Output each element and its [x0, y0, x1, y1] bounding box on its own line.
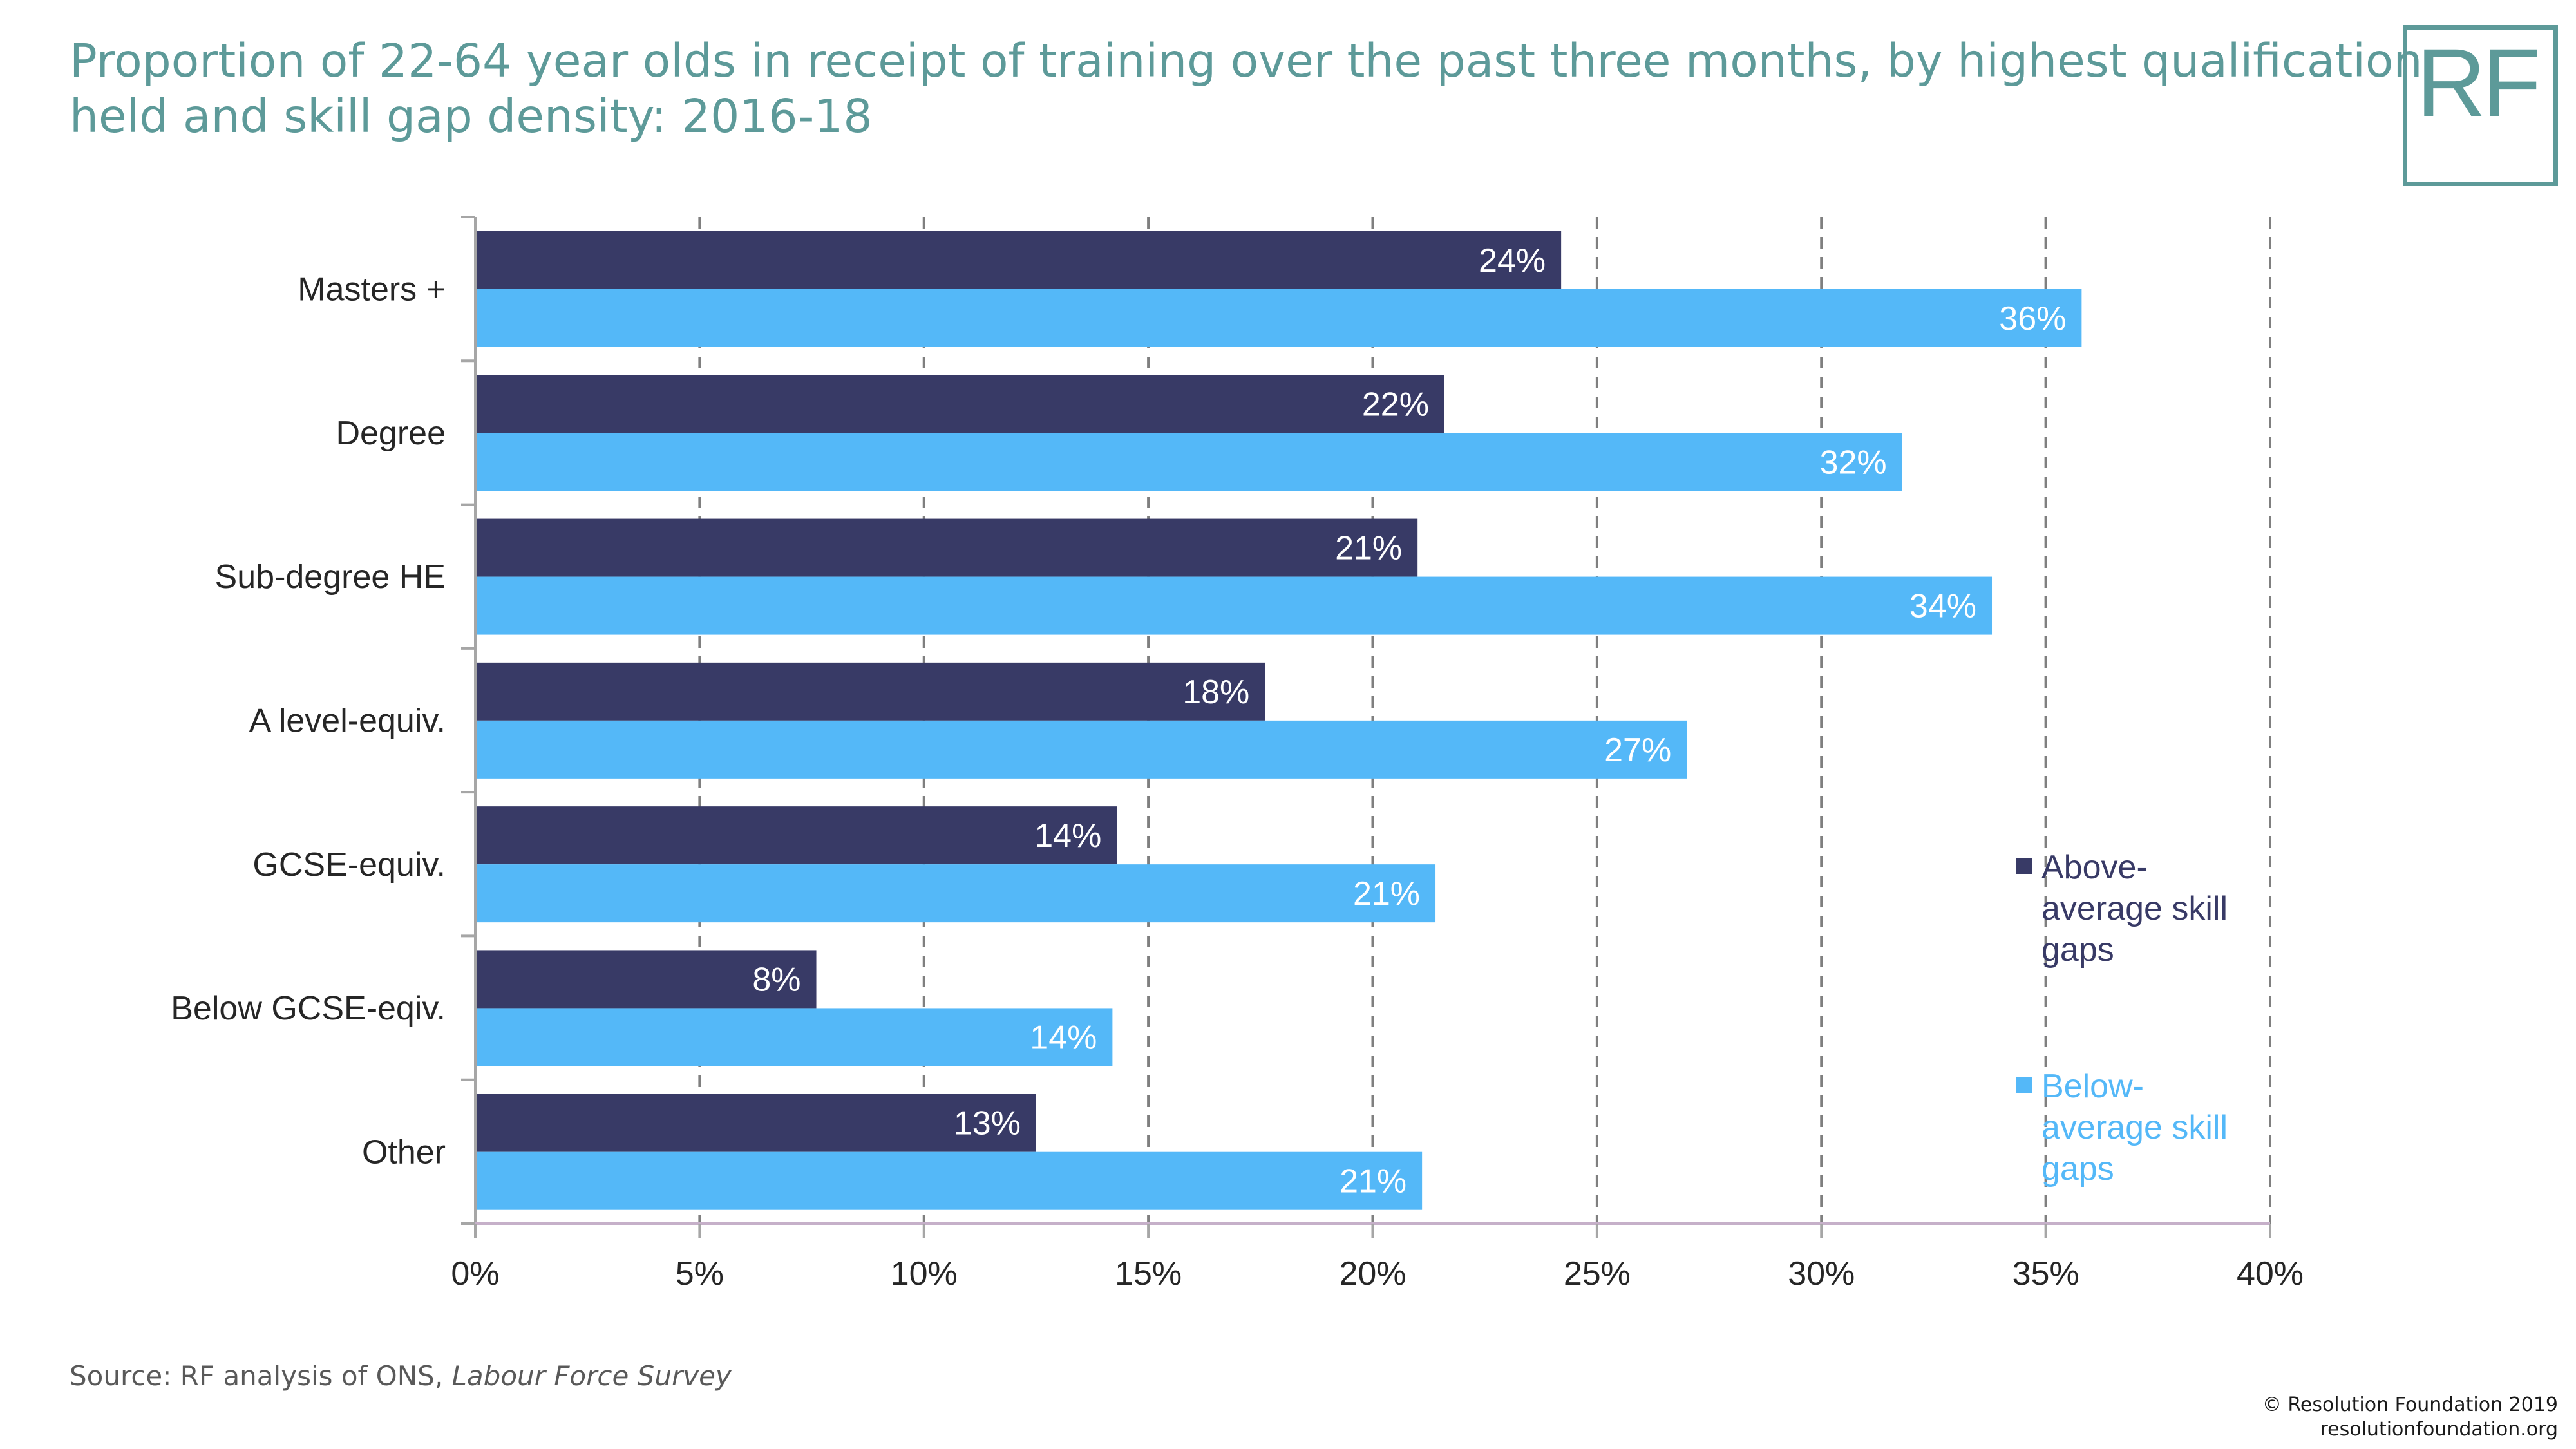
- legend-label-below-1: average skill: [2041, 1109, 2228, 1146]
- bar-below-3: [475, 720, 1687, 779]
- bar-above-1: [475, 375, 1444, 433]
- bar-below-0: [475, 289, 2082, 347]
- rf-logo: RF: [2403, 25, 2558, 186]
- data-label-above-6: 13%: [954, 1105, 1021, 1142]
- category-label-2: Sub-degree HE: [215, 558, 446, 596]
- bar-below-6: [475, 1151, 1423, 1210]
- axes: Masters + Degree Sub-degree HE A level-equi…: [171, 216, 2304, 1293]
- data-label-below-3: 27%: [1604, 732, 1671, 769]
- legend-label-above-1: average skill: [2041, 890, 2228, 927]
- copyright-line-2: resolutionfoundation.org: [2320, 1418, 2558, 1441]
- category-label-1: Degree: [336, 415, 446, 452]
- data-label-above-1: 22%: [1362, 386, 1429, 423]
- bars: 24% 36% 22% 32% 21% 34% 18% 27% 14% 21% 8% 14% 13% 21…: [475, 231, 2082, 1210]
- legend-swatch-below: [2016, 1077, 2032, 1093]
- data-label-below-0: 36%: [1999, 300, 2066, 337]
- source-note: Source: RF analysis of ONS, Labour Force…: [70, 1360, 732, 1392]
- chart-title: Proportion of 22-64 year olds in receipt…: [70, 33, 2423, 144]
- category-label-0: Masters +: [298, 271, 446, 308]
- data-label-above-0: 24%: [1479, 242, 1546, 279]
- category-label-4: GCSE-equiv.: [252, 846, 446, 884]
- legend-swatch-above: [2016, 858, 2032, 874]
- data-label-below-5: 14%: [1030, 1019, 1097, 1056]
- data-label-above-3: 18%: [1182, 674, 1249, 711]
- category-label-6: Other: [362, 1133, 446, 1171]
- x-tick-label-15: 15%: [1115, 1255, 1182, 1293]
- x-tick-label-35: 35%: [2012, 1255, 2079, 1293]
- data-label-below-4: 21%: [1353, 875, 1420, 913]
- legend-label-above-0: Above-: [2041, 849, 2148, 886]
- category-label-3: A level-equiv.: [249, 703, 446, 740]
- data-label-above-2: 21%: [1335, 530, 1402, 567]
- legend-label-below-2: gaps: [2041, 1150, 2114, 1188]
- data-label-below-2: 34%: [1909, 588, 1976, 625]
- data-label-below-1: 32%: [1820, 444, 1887, 481]
- x-tick-label-20: 20%: [1339, 1255, 1406, 1293]
- legend-label-below-0: Below-: [2041, 1068, 2144, 1105]
- x-tick-label-10: 10%: [891, 1255, 958, 1293]
- x-tick-label-40: 40%: [2237, 1255, 2304, 1293]
- rf-logo-text: RF: [2416, 28, 2541, 137]
- data-label-below-6: 21%: [1340, 1163, 1406, 1200]
- bar-below-2: [475, 576, 1993, 635]
- data-label-above-4: 14%: [1034, 817, 1101, 855]
- source-italic: Labour Force Survey: [451, 1360, 732, 1392]
- bar-above-2: [475, 518, 1418, 577]
- source-prefix: Source: RF analysis of ONS,: [70, 1360, 452, 1392]
- bar-below-4: [475, 864, 1436, 923]
- chart-title-line-2: held and skill gap density: 2016-18: [70, 90, 873, 143]
- bar-below-1: [475, 433, 1902, 491]
- bar-above-4: [475, 806, 1117, 865]
- x-tick-label-5: 5%: [676, 1255, 724, 1293]
- copyright-note: © Resolution Foundation 2019 resolutionf…: [2262, 1393, 2558, 1442]
- legend-label-above-2: gaps: [2041, 931, 2114, 969]
- bar-above-6: [475, 1094, 1036, 1152]
- bar-above-3: [475, 662, 1265, 721]
- x-tick-label-0: 0%: [451, 1255, 499, 1293]
- x-tick-label-30: 30%: [1788, 1255, 1855, 1293]
- category-label-5: Below GCSE-eqiv.: [171, 990, 446, 1027]
- legend: Above-average skill gaps Below-average ski…: [2016, 849, 2228, 1188]
- bar-above-5: [475, 950, 817, 1009]
- x-tick-label-25: 25%: [1564, 1255, 1631, 1293]
- chart-title-line-1: Proportion of 22-64 year olds in receipt…: [70, 34, 2423, 88]
- copyright-line-1: © Resolution Foundation 2019: [2262, 1394, 2558, 1416]
- bar-below-5: [475, 1008, 1113, 1066]
- data-label-above-5: 8%: [752, 961, 800, 998]
- bar-above-0: [475, 231, 1562, 289]
